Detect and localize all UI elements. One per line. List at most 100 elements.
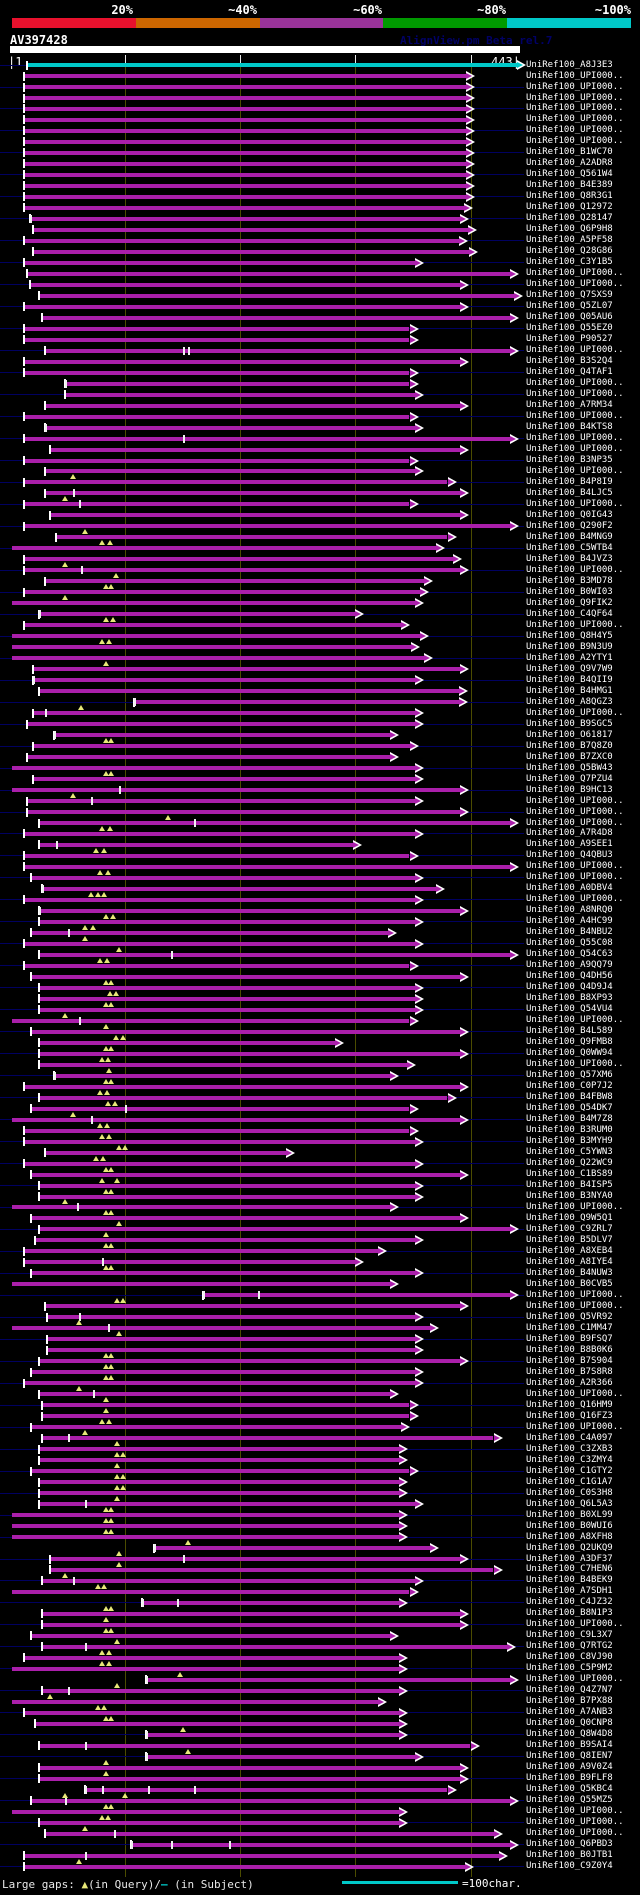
hit-bar[interactable] — [23, 1139, 416, 1144]
hit-label[interactable]: UniRef100_C5P9M2 — [526, 1663, 613, 1674]
hit-bar[interactable] — [38, 908, 461, 913]
hit-bar[interactable] — [145, 1754, 416, 1759]
hit-bar[interactable] — [50, 1557, 461, 1561]
hit-bar[interactable] — [23, 117, 466, 122]
hit-label[interactable]: UniRef100_Q54VU4 — [526, 1004, 613, 1015]
hit-label[interactable]: UniRef100_Q57XM6 — [526, 1070, 613, 1081]
hit-bar[interactable] — [38, 1051, 461, 1056]
hit-label[interactable]: UniRef100_Q12972 — [526, 202, 613, 213]
hit-bar[interactable] — [30, 1425, 402, 1430]
hit-label[interactable]: UniRef100_B3NP35 — [526, 455, 613, 465]
hit-bar[interactable] — [30, 1370, 416, 1375]
hit-bar[interactable] — [23, 139, 466, 144]
hit-bar[interactable] — [65, 381, 410, 386]
hit-label[interactable]: UniRef100_B4ISP5 — [526, 1180, 613, 1190]
hit-label[interactable]: UniRef100_B7S8R8 — [526, 1366, 613, 1377]
hit-label[interactable]: UniRef100_Q28G86 — [526, 246, 613, 257]
hit-bar[interactable] — [27, 722, 416, 727]
hit-label[interactable]: UniRef100_Q9FMB8 — [526, 1037, 613, 1048]
hit-bar[interactable] — [23, 337, 410, 342]
hit-bar[interactable] — [23, 74, 466, 78]
hit-label[interactable]: UniRef100_UPI000.. — [526, 103, 624, 114]
hit-label[interactable]: UniRef100_B9SGC5 — [526, 718, 613, 729]
hit-bar[interactable] — [12, 1535, 400, 1539]
hit-bar[interactable] — [23, 128, 466, 133]
hit-label[interactable]: UniRef100_B4E389 — [526, 180, 613, 191]
hit-label[interactable]: UniRef100_Q55C08 — [526, 938, 613, 949]
hit-bar[interactable] — [12, 634, 420, 639]
hit-bar[interactable] — [44, 579, 425, 584]
hit-label[interactable]: UniRef100_B4M7Z8 — [526, 1114, 613, 1125]
hit-bar[interactable] — [38, 952, 510, 957]
hit-bar[interactable] — [38, 1776, 461, 1781]
hit-label[interactable]: UniRef100_B0JTB1 — [526, 1850, 613, 1861]
hit-bar[interactable] — [23, 1381, 416, 1386]
hit-bar[interactable] — [23, 502, 410, 507]
hit-bar[interactable] — [23, 864, 510, 869]
hit-label[interactable]: UniRef100_B4NBU2 — [526, 927, 613, 938]
hit-bar[interactable] — [12, 1699, 379, 1704]
hit-bar[interactable] — [23, 1864, 465, 1869]
hit-bar[interactable] — [38, 1227, 510, 1232]
hit-bar[interactable] — [27, 799, 416, 803]
hit-label[interactable]: UniRef100_C1BS89 — [526, 1169, 613, 1179]
hit-bar[interactable] — [38, 1359, 461, 1364]
hit-label[interactable]: UniRef100_Q6PBD3 — [526, 1839, 613, 1850]
hit-label[interactable]: UniRef100_UPI000.. — [526, 1674, 624, 1685]
hit-label[interactable]: UniRef100_B0CVB5 — [526, 1278, 613, 1289]
hit-bar[interactable] — [44, 348, 510, 353]
hit-bar[interactable] — [27, 271, 510, 276]
hit-bar[interactable] — [23, 359, 461, 364]
hit-label[interactable]: UniRef100_B0XL99 — [526, 1509, 613, 1520]
hit-bar[interactable] — [27, 810, 461, 814]
hit-bar[interactable] — [53, 733, 390, 738]
hit-label[interactable]: UniRef100_UPI000.. — [526, 1388, 624, 1399]
hit-label[interactable]: UniRef100_A2ADR8 — [526, 158, 613, 169]
hit-bar[interactable] — [38, 1743, 471, 1748]
hit-label[interactable]: UniRef100_B4QII9 — [526, 674, 613, 685]
hit-bar[interactable] — [23, 831, 416, 836]
hit-label[interactable]: UniRef100_Q9W5Q1 — [526, 1212, 613, 1223]
hit-label[interactable]: UniRef100_C1G1A7 — [526, 1476, 613, 1487]
hit-bar[interactable] — [23, 1260, 356, 1265]
hit-bar[interactable] — [12, 1666, 400, 1671]
hit-label[interactable]: UniRef100_UPI000.. — [526, 136, 624, 147]
hit-label[interactable]: UniRef100_Q5BW43 — [526, 762, 613, 773]
hit-bar[interactable] — [42, 1688, 400, 1693]
hit-bar[interactable] — [23, 458, 410, 463]
hit-label[interactable]: UniRef100_A3DF37 — [526, 1553, 613, 1564]
hit-bar[interactable] — [23, 1084, 461, 1089]
hit-label[interactable]: UniRef100_B9FLF8 — [526, 1773, 613, 1784]
hit-bar[interactable] — [38, 1491, 400, 1495]
hit-bar[interactable] — [23, 1128, 410, 1133]
hit-label[interactable]: UniRef100_A2YTY1 — [526, 652, 613, 663]
hit-label[interactable]: UniRef100_Q55EZ0 — [526, 323, 613, 334]
hit-label[interactable]: UniRef100_B9N3U9 — [526, 641, 613, 652]
hit-bar[interactable] — [38, 1007, 416, 1012]
hit-label[interactable]: UniRef100_Q9V7W9 — [526, 663, 613, 674]
hit-label[interactable]: UniRef100_B8N1P3 — [526, 1608, 613, 1619]
hit-bar[interactable] — [38, 985, 416, 990]
hit-bar[interactable] — [30, 974, 461, 979]
hit-label[interactable]: UniRef100_Q0IG43 — [526, 509, 613, 520]
hit-label[interactable]: UniRef100_B3MYH9 — [526, 1136, 613, 1146]
hit-bar[interactable] — [42, 886, 436, 891]
hit-bar[interactable] — [50, 513, 461, 518]
hit-bar[interactable] — [38, 1502, 416, 1506]
hit-label[interactable]: UniRef100_A8NRQ0 — [526, 905, 613, 916]
hit-bar[interactable] — [23, 568, 461, 573]
hit-bar[interactable] — [12, 645, 411, 650]
hit-bar[interactable] — [33, 227, 469, 232]
hit-label[interactable]: UniRef100_UPI000.. — [526, 1300, 624, 1311]
hit-label[interactable]: UniRef100_A7RM34 — [526, 400, 613, 410]
hit-label[interactable]: UniRef100_A5PF58 — [526, 235, 613, 246]
hit-label[interactable]: UniRef100_Q5ZL07 — [526, 301, 613, 312]
hit-bar[interactable] — [23, 238, 459, 243]
hit-label[interactable]: UniRef100_UPI000.. — [526, 795, 624, 806]
hit-bar[interactable] — [29, 216, 461, 221]
hit-label[interactable]: UniRef100_Q4D9J4 — [526, 982, 613, 993]
hit-label[interactable]: UniRef100_Q5VR92 — [526, 1311, 613, 1322]
hit-label[interactable]: UniRef100_UPI000.. — [526, 1828, 624, 1839]
hit-label[interactable]: UniRef100_Q8W4D8 — [526, 1729, 613, 1740]
hit-label[interactable]: UniRef100_A7SDH1 — [526, 1586, 613, 1597]
